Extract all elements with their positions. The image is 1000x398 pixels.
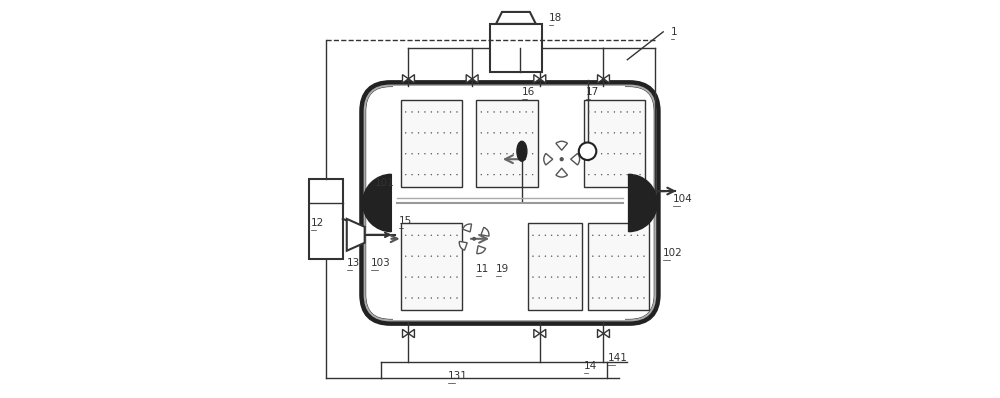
Wedge shape (544, 154, 553, 165)
Polygon shape (540, 75, 546, 83)
Polygon shape (598, 75, 603, 83)
Polygon shape (496, 12, 536, 24)
Text: 131: 131 (448, 371, 468, 381)
Bar (400, 100, 462, 187)
Polygon shape (540, 330, 546, 338)
Text: 104: 104 (673, 194, 693, 204)
Wedge shape (363, 174, 391, 232)
Circle shape (473, 238, 475, 240)
Text: 14: 14 (584, 361, 597, 371)
Bar (490, 24, 542, 72)
Text: 141: 141 (607, 353, 627, 363)
Circle shape (579, 142, 596, 160)
Wedge shape (477, 246, 486, 254)
Polygon shape (466, 75, 472, 83)
Text: 11: 11 (476, 263, 489, 274)
Text: 12: 12 (311, 218, 324, 228)
Wedge shape (481, 227, 489, 236)
Polygon shape (402, 330, 408, 338)
Text: 19: 19 (496, 263, 509, 274)
Wedge shape (556, 168, 567, 177)
Text: 16: 16 (522, 86, 535, 97)
Polygon shape (534, 75, 540, 83)
FancyBboxPatch shape (363, 84, 657, 322)
Polygon shape (603, 330, 609, 338)
FancyBboxPatch shape (393, 86, 625, 320)
Wedge shape (629, 174, 657, 232)
Polygon shape (408, 330, 414, 338)
Text: 101: 101 (375, 178, 394, 188)
Text: 102: 102 (663, 248, 683, 258)
Text: 13: 13 (347, 258, 360, 268)
Polygon shape (402, 75, 408, 83)
Bar (309, 179, 343, 259)
Text: 17: 17 (586, 86, 599, 97)
Wedge shape (463, 224, 472, 232)
Polygon shape (472, 75, 478, 83)
Polygon shape (408, 75, 414, 83)
Bar (528, 223, 582, 310)
Text: 1: 1 (671, 27, 678, 37)
Text: 103: 103 (371, 258, 390, 268)
Polygon shape (534, 330, 540, 338)
Polygon shape (598, 330, 603, 338)
Circle shape (560, 158, 563, 161)
Bar (588, 223, 649, 310)
Wedge shape (556, 141, 567, 150)
Polygon shape (603, 75, 609, 83)
Polygon shape (347, 219, 365, 251)
Bar (476, 100, 538, 187)
Ellipse shape (517, 141, 527, 161)
Text: 18: 18 (549, 13, 562, 23)
Bar (400, 223, 462, 310)
Text: 15: 15 (399, 216, 412, 226)
Wedge shape (459, 242, 467, 250)
Bar (584, 100, 645, 187)
Wedge shape (571, 154, 580, 165)
